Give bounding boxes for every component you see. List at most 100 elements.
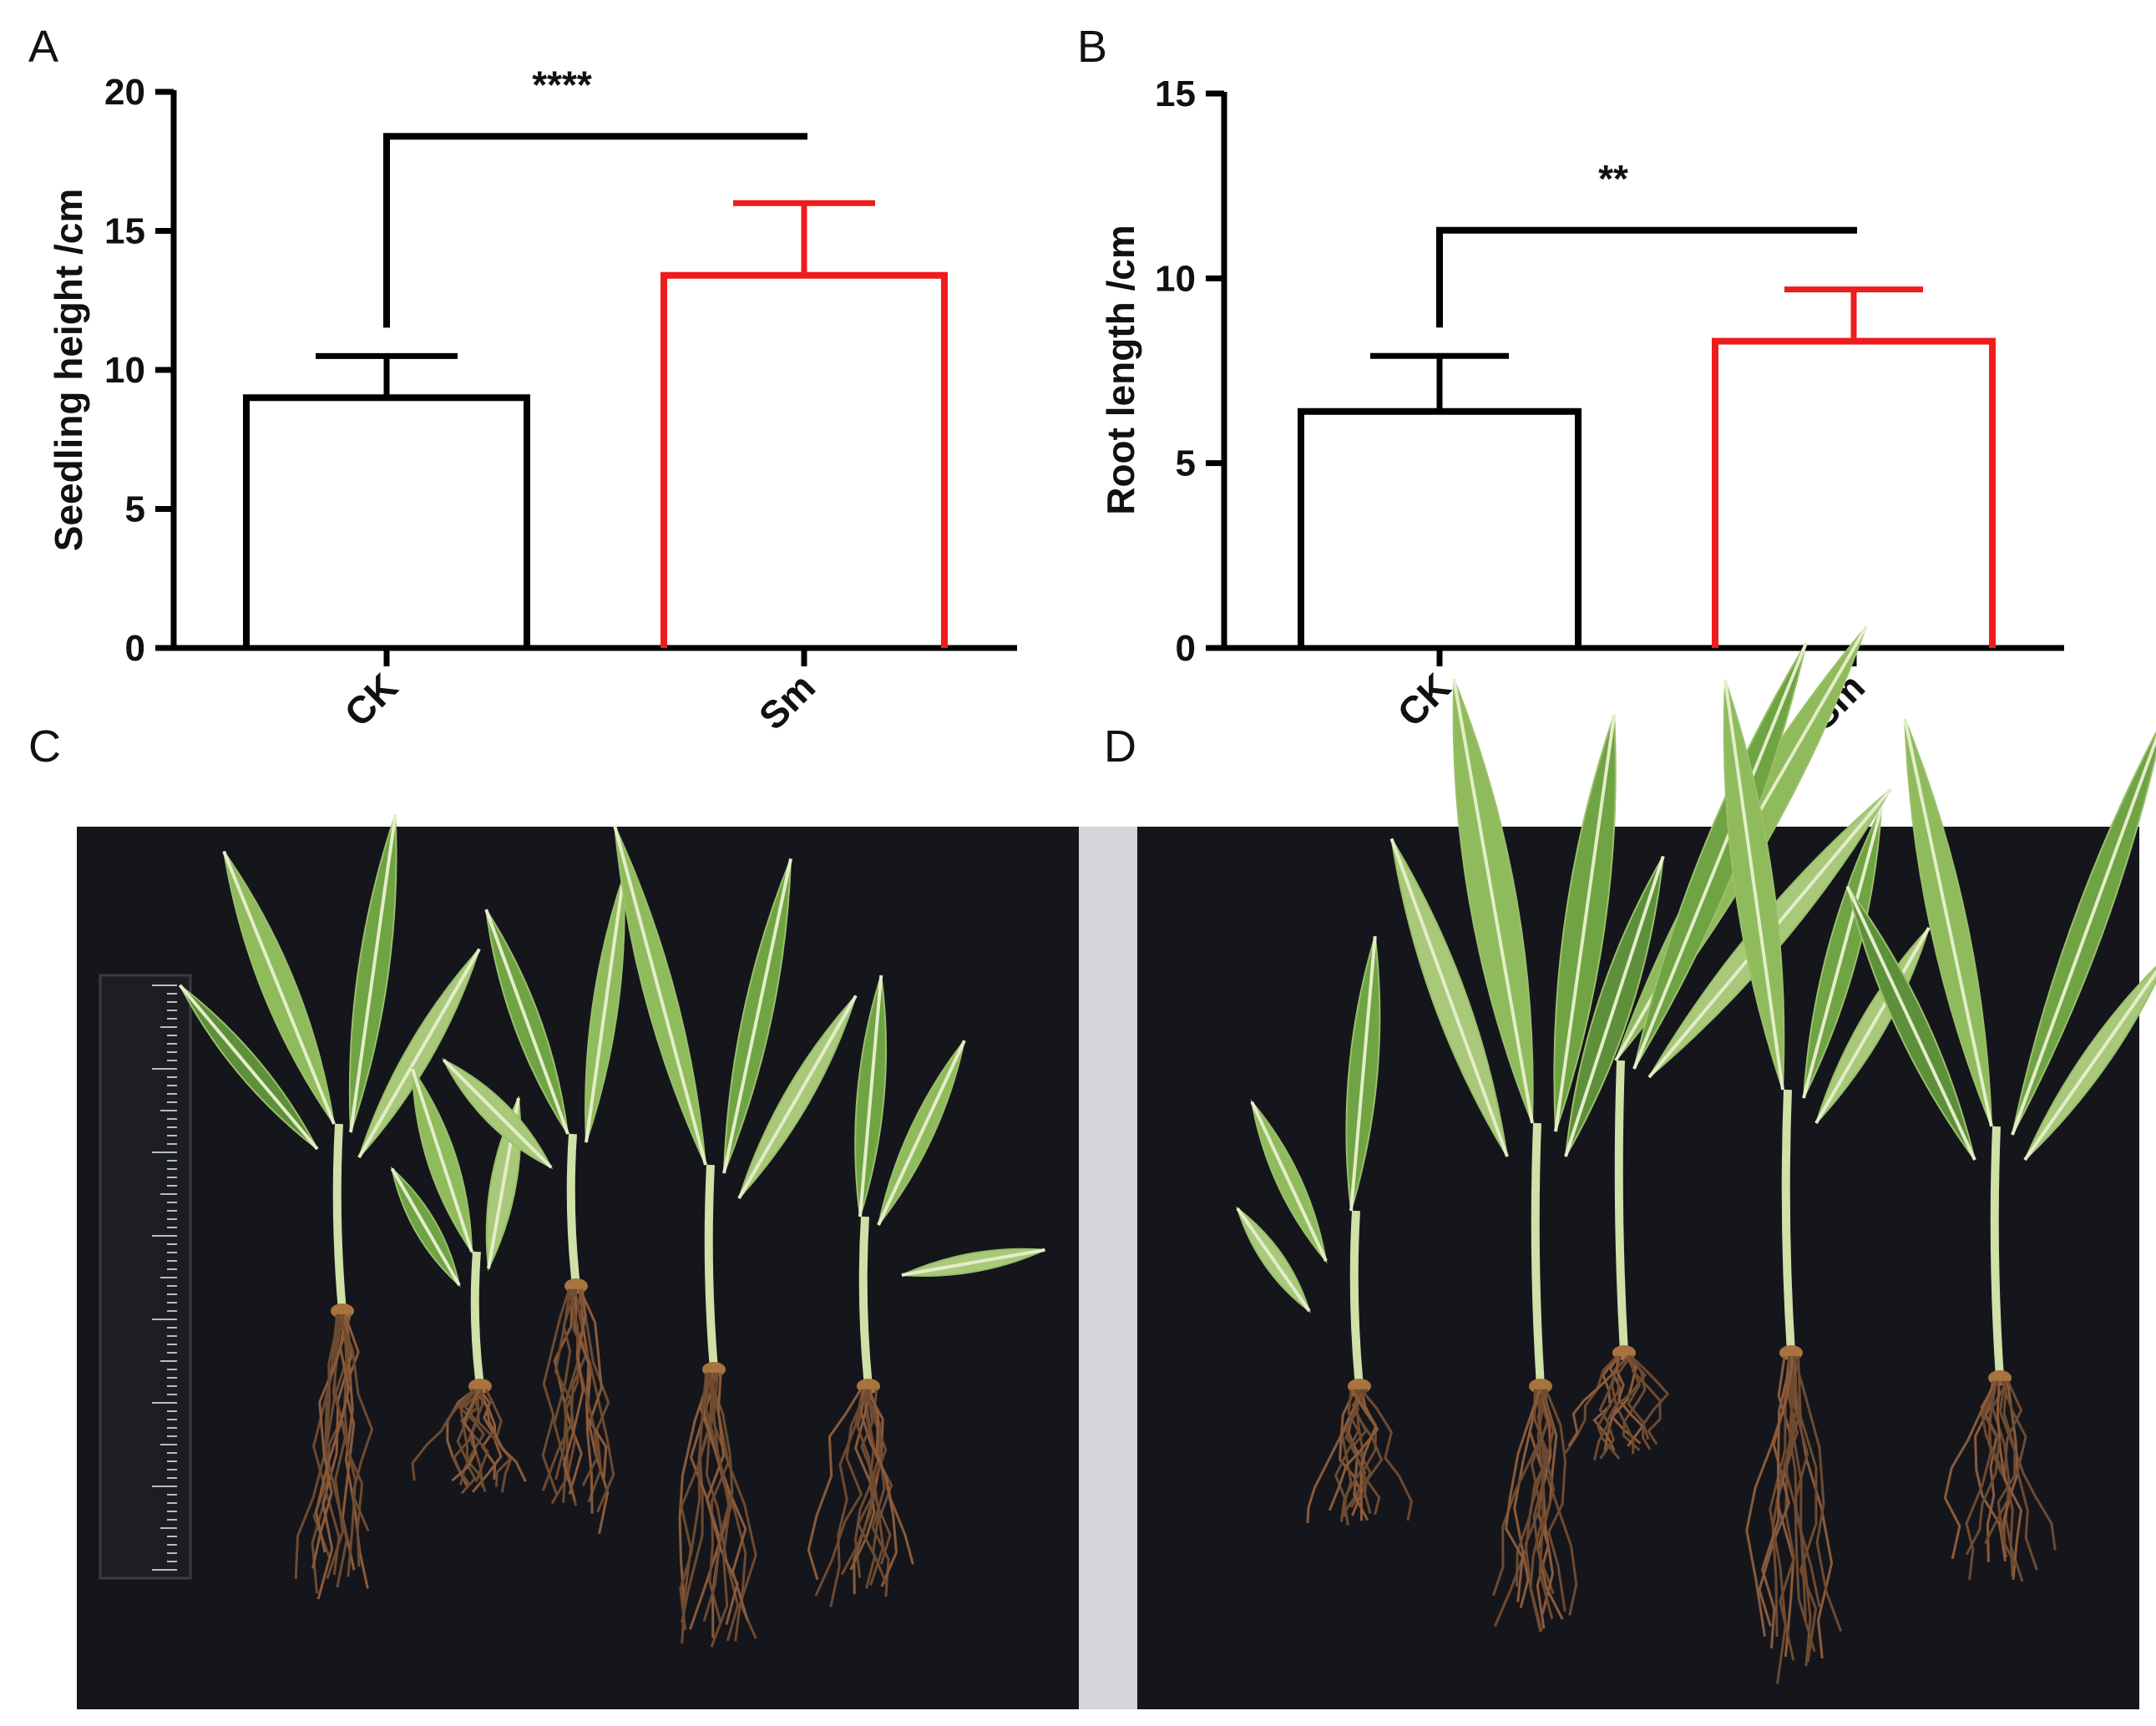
root-strand xyxy=(1996,1380,2022,1580)
root-strand xyxy=(1965,1380,2001,1556)
significance-label: **** xyxy=(532,63,592,106)
leaf-midrib xyxy=(858,974,883,1217)
leaf-midrib xyxy=(877,1040,966,1226)
root-strand xyxy=(1771,1355,1799,1637)
leaf-midrib xyxy=(1236,1207,1311,1313)
leaf-midrib xyxy=(1349,936,1377,1212)
root-strand xyxy=(1529,1389,1555,1632)
leaf-midrib xyxy=(1723,680,1784,1091)
root-strand xyxy=(337,1313,374,1532)
root-strand xyxy=(868,1389,898,1587)
photo-divider xyxy=(1079,827,1137,1709)
leaf-midrib xyxy=(1903,718,1993,1127)
root-strand xyxy=(334,1313,357,1577)
y-tick-label: 15 xyxy=(104,211,145,252)
seedling-plant xyxy=(390,1065,527,1495)
leaf-midrib xyxy=(1814,927,1931,1124)
root-strand xyxy=(1359,1389,1413,1521)
significance-bracket xyxy=(383,133,807,328)
root-strand xyxy=(1997,1380,2017,1567)
root-strand xyxy=(456,1389,487,1492)
root-strand xyxy=(1328,1389,1379,1511)
photo-sm-seedlings xyxy=(1137,625,2156,1709)
x-tick-label-sm: Sm xyxy=(751,665,823,737)
root-strand xyxy=(1334,1389,1360,1522)
root-strand xyxy=(1544,1389,1567,1612)
stem xyxy=(470,1251,484,1387)
root-strand xyxy=(315,1313,351,1553)
stem xyxy=(332,1123,347,1312)
root-strand xyxy=(316,1313,353,1600)
root-strand xyxy=(705,1372,731,1648)
stem xyxy=(1614,1060,1628,1354)
leaf-midrib xyxy=(390,1167,461,1287)
root-strand xyxy=(476,1389,513,1487)
stem xyxy=(1781,1089,1795,1354)
root-strand xyxy=(541,1288,571,1496)
root-strand xyxy=(1599,1355,1647,1460)
seedling-plant xyxy=(1389,678,1665,1632)
stem xyxy=(704,1164,718,1370)
root-strand xyxy=(1745,1355,1795,1637)
root-strand xyxy=(579,1288,608,1479)
x-tick-label-ck: CK xyxy=(336,665,406,735)
leaf-midrib xyxy=(349,814,397,1133)
root-strand xyxy=(1793,1355,1834,1659)
seedling-plant xyxy=(1236,935,1413,1526)
leaf-midrib xyxy=(2011,735,2156,1136)
y-axis-title: Seedling height /cm xyxy=(47,189,90,552)
leaf-midrib xyxy=(442,1058,553,1169)
panel-label-b: B xyxy=(1077,22,1107,72)
root-strand xyxy=(702,1372,734,1622)
root-strand xyxy=(1761,1355,1794,1649)
root-strand xyxy=(1980,1380,1998,1562)
leaf-midrib xyxy=(901,1248,1045,1277)
root-strand xyxy=(478,1389,497,1480)
root-strand xyxy=(1513,1389,1541,1608)
y-tick-label: 10 xyxy=(1155,258,1196,299)
seedling-plant xyxy=(807,974,1045,1607)
stem xyxy=(1349,1210,1364,1387)
root-strand xyxy=(814,1389,869,1597)
root-strand xyxy=(1306,1389,1367,1524)
stem xyxy=(566,1133,580,1287)
panel-label-c: C xyxy=(28,721,61,772)
root-strand xyxy=(679,1372,708,1631)
root-length-chart: Root length /cm 051015CKSm** xyxy=(1099,73,2064,738)
root-strand xyxy=(451,1389,481,1482)
seedling-height-chart: Seedling height /cm 0 5 10 15 20 CK Sm **** xyxy=(47,63,1017,738)
stem xyxy=(1990,1126,2004,1379)
root-strand xyxy=(1974,1380,2007,1558)
root-strand xyxy=(706,1372,739,1625)
root-strand xyxy=(712,1372,757,1640)
root-strand xyxy=(574,1288,594,1514)
leaf-midrib xyxy=(1389,838,1509,1157)
leaf-midrib xyxy=(722,858,793,1174)
leaf-midrib xyxy=(222,850,336,1125)
y-tick-label: 20 xyxy=(104,72,145,113)
root-strand xyxy=(1359,1389,1378,1521)
photo-ck-seedlings xyxy=(77,814,1079,1709)
root-strand xyxy=(1536,1389,1556,1619)
stem xyxy=(1531,1122,1545,1387)
seedling-plant xyxy=(442,875,625,1535)
leaf-midrib xyxy=(1554,714,1617,1132)
leaf-midrib xyxy=(1250,1101,1328,1262)
leaf-midrib xyxy=(737,995,858,1200)
root-strand xyxy=(453,1389,484,1485)
leaf-midrib xyxy=(1802,807,1884,1099)
y-tick-label: 5 xyxy=(1176,443,1196,484)
root-strand xyxy=(1516,1389,1551,1587)
root-strand xyxy=(1629,1354,1670,1440)
seedling-plant xyxy=(1723,680,1931,1684)
leaf-midrib xyxy=(411,1068,473,1253)
y-tick-label: 0 xyxy=(125,628,145,669)
significance-bracket xyxy=(1436,226,1857,328)
root-strand xyxy=(1943,1380,1997,1560)
root-strand xyxy=(1792,1355,1843,1632)
root-strand xyxy=(2001,1380,2038,1571)
root-strand xyxy=(541,1288,588,1491)
leaf-midrib xyxy=(1845,885,1976,1161)
root-strand xyxy=(1787,1355,1821,1607)
